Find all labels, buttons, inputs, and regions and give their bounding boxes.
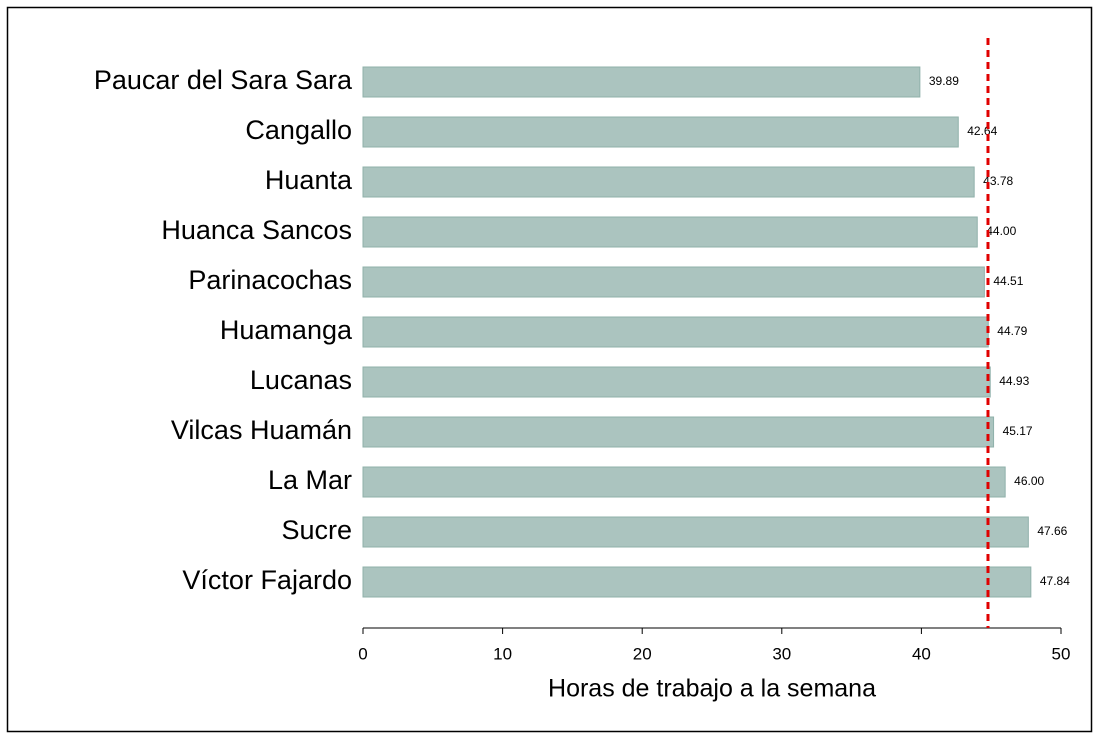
bar: [362, 216, 978, 248]
y-tick-label: Huanta: [265, 165, 353, 195]
bar: [362, 266, 985, 298]
y-tick-label: Cangallo: [245, 115, 352, 145]
bar: [362, 116, 959, 148]
x-axis-title: Horas de trabajo a la semana: [548, 675, 876, 703]
value-label: 46.00: [1014, 474, 1044, 488]
y-tick-label: Huamanga: [220, 315, 353, 345]
x-tick-label: 50: [1052, 644, 1071, 663]
y-tick-label: Parinacochas: [188, 265, 352, 295]
value-label: 47.84: [1040, 574, 1070, 588]
x-tick-label: 0: [358, 644, 367, 663]
value-label: 44.93: [999, 374, 1029, 388]
value-label: 43.78: [983, 174, 1013, 188]
x-tick-label: 40: [912, 644, 931, 663]
x-tick-label: 20: [633, 644, 652, 663]
value-label: 39.89: [929, 74, 959, 88]
value-label: 44.00: [986, 224, 1016, 238]
value-label: 45.17: [1003, 424, 1033, 438]
bar: [362, 66, 921, 98]
bar: [362, 166, 975, 198]
x-tick-label: 10: [493, 644, 512, 663]
y-tick-label: Lucanas: [250, 365, 352, 395]
bar: [362, 366, 991, 398]
bar: [362, 416, 995, 448]
x-tick-label: 30: [772, 644, 791, 663]
y-tick-label: Vilcas Huamán: [171, 415, 352, 445]
y-tick-label: Paucar del Sara Sara: [94, 65, 353, 95]
bar: [362, 566, 1032, 598]
y-tick-label: La Mar: [268, 465, 352, 495]
value-label: 42.64: [967, 124, 997, 138]
bar: [362, 316, 989, 348]
y-tick-label: Víctor Fajardo: [182, 565, 352, 595]
value-label: 47.66: [1037, 524, 1067, 538]
y-tick-label: Sucre: [281, 515, 352, 545]
bar: [362, 466, 1006, 498]
value-label: 44.51: [993, 274, 1023, 288]
value-label: 44.79: [997, 324, 1027, 338]
y-tick-label: Huanca Sancos: [161, 215, 352, 245]
bar: [362, 516, 1029, 548]
